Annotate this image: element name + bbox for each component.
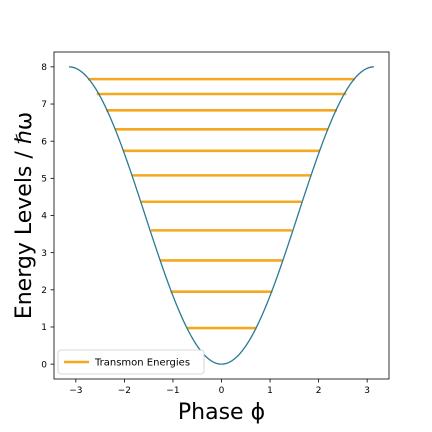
y-tick-label: 2 [41,286,47,296]
y-tick-label: 0 [41,360,47,370]
y-axis-title: Energy Levels / ℏω [12,112,37,319]
energy-levels [87,77,356,330]
plot-frame [53,51,390,380]
x-tick-label: −3 [69,386,82,396]
x-tick-label: 0 [219,386,225,396]
y-tick-label: 8 [41,63,47,73]
x-tick-label: 2 [316,386,322,396]
x-tick-label: −2 [118,386,131,396]
y-tick-label: 5 [41,175,47,185]
legend-box [57,349,205,375]
y-tick-label: 7 [41,100,47,110]
potential-curve [68,66,375,365]
plot-background [54,52,389,379]
x-tick-label: −1 [166,386,179,396]
y-tick-label: 1 [41,323,47,333]
x-axis-title: Phase ϕ [178,400,265,425]
x-tick-label: 1 [267,386,273,396]
y-axis-ticks: 0 1 2 3 4 5 6 7 8 [41,63,54,370]
x-tick-label: 3 [364,386,370,396]
y-tick-label: 6 [41,137,47,147]
x-axis-ticks: −3 −2 −1 0 1 2 3 [69,379,370,396]
legend: Transmon Energies [57,349,205,375]
y-tick-label: 4 [41,212,47,222]
y-tick-label: 3 [41,249,47,259]
legend-label: Transmon Energies [94,358,190,369]
